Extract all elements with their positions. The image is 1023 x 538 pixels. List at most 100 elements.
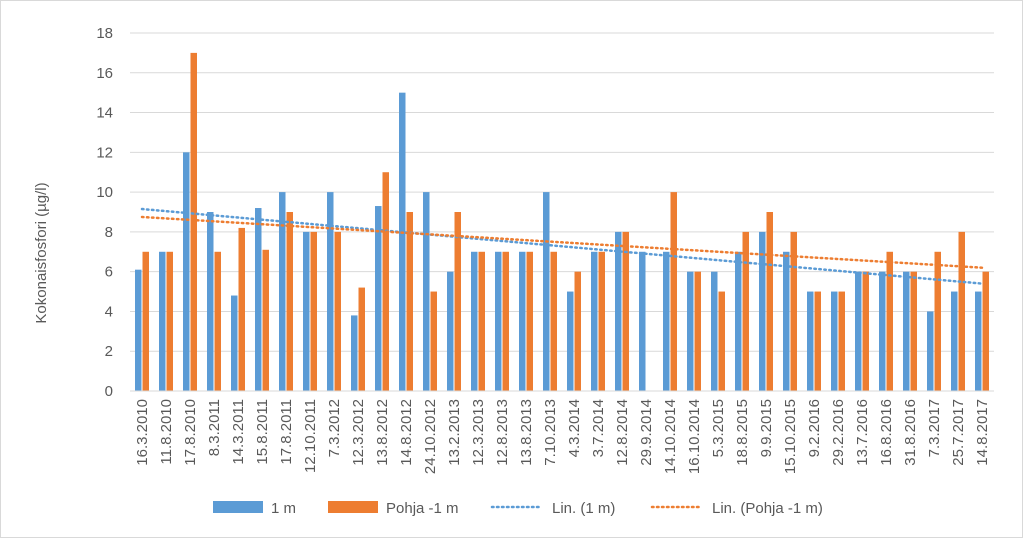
bar-1m <box>903 271 910 391</box>
bar-1m <box>687 271 694 391</box>
x-tick-label: 16.10.2014 <box>686 399 703 474</box>
x-tick-label: 9.2.2016 <box>806 399 823 457</box>
x-tick-label: 8.3.2011 <box>206 399 223 456</box>
bar-1m <box>879 271 886 391</box>
x-tick-label: 15.8.2011 <box>254 399 271 465</box>
bar-1m <box>951 291 958 391</box>
bar-1m <box>135 269 142 391</box>
bar-1m <box>423 192 430 391</box>
y-tick-label: 0 <box>105 383 113 400</box>
bar-1m <box>783 251 790 391</box>
bar-1m <box>327 192 334 391</box>
x-tick-label: 4.3.2014 <box>566 399 583 457</box>
x-tick-label: 7.3.2012 <box>326 399 343 457</box>
x-tick-label: 16.3.2010 <box>134 399 151 466</box>
y-tick-label: 14 <box>96 105 113 122</box>
gridlines <box>130 32 994 352</box>
x-tick-label: 11.8.2010 <box>158 399 175 465</box>
bar-pohja <box>382 172 389 391</box>
x-tick-label: 29.9.2014 <box>638 399 655 466</box>
x-tick-label: 14.8.2017 <box>974 399 991 466</box>
bar-pohja <box>694 271 701 391</box>
bar-1m <box>975 291 982 391</box>
y-tick-label: 6 <box>105 264 113 281</box>
bar-pohja <box>406 212 413 391</box>
bar-pohja <box>142 251 149 391</box>
bar-pohja <box>766 212 773 391</box>
bar-pohja <box>718 291 725 391</box>
bar-pohja <box>622 231 629 391</box>
bar-pohja <box>190 52 197 392</box>
y-tick-label: 10 <box>96 184 113 201</box>
bar-pohja <box>838 291 845 391</box>
legend-label-trend-pohja: Lin. (Pohja -1 m) <box>712 500 823 517</box>
x-tick-label: 17.8.2010 <box>182 399 199 466</box>
bars <box>135 52 989 392</box>
trendline-pohja <box>140 215 984 269</box>
bar-1m <box>807 291 814 391</box>
bar-pohja <box>958 231 965 391</box>
bar-1m <box>639 251 646 391</box>
legend: 1 m Pohja -1 m Lin. (1 m) Lin. (Pohja -1… <box>213 500 823 517</box>
x-tick-label: 12.8.2013 <box>494 399 511 466</box>
x-tick-label: 13.8.2012 <box>374 399 391 466</box>
legend-swatch-1m <box>213 501 263 513</box>
bar-pohja <box>862 271 869 391</box>
x-tick-label: 9.9.2015 <box>758 399 775 457</box>
bar-1m <box>567 291 574 391</box>
bar-1m <box>351 315 358 391</box>
bar-1m <box>927 311 934 391</box>
bar-pohja <box>790 231 797 391</box>
y-tick-label: 8 <box>105 224 113 241</box>
bar-1m <box>735 251 742 391</box>
bar-pohja <box>814 291 821 391</box>
x-tick-label: 14.10.2014 <box>662 399 679 474</box>
x-tick-label: 25.7.2017 <box>950 399 967 466</box>
bar-pohja <box>334 231 341 391</box>
legend-label-trend-1m: Lin. (1 m) <box>552 500 615 517</box>
bar-1m <box>543 192 550 391</box>
bar-pohja <box>286 212 293 391</box>
bar-1m <box>159 251 166 391</box>
x-tick-label: 16.8.2016 <box>878 399 895 466</box>
x-tick-label: 12.3.2012 <box>350 399 367 466</box>
bar-pohja <box>982 271 989 391</box>
legend-label-1m: 1 m <box>271 500 296 517</box>
y-tick-label: 18 <box>96 25 113 42</box>
bar-pohja <box>742 231 749 391</box>
trendlines <box>140 207 984 285</box>
bar-1m <box>303 231 310 391</box>
bar-1m <box>375 206 382 391</box>
bar-pohja <box>526 251 533 391</box>
x-tick-label: 29.2.2016 <box>830 399 847 466</box>
bar-pohja <box>910 271 917 391</box>
y-tick-label: 12 <box>96 144 113 161</box>
x-tick-label: 15.10.2015 <box>782 399 799 474</box>
bar-pohja <box>238 227 245 391</box>
x-tick-label: 3.7.2014 <box>590 399 607 457</box>
bar-1m <box>471 251 478 391</box>
bar-pohja <box>886 251 893 391</box>
bar-pohja <box>310 231 317 391</box>
x-tick-label: 7.3.2017 <box>926 399 943 457</box>
bar-pohja <box>670 192 677 391</box>
bar-1m <box>519 251 526 391</box>
bar-1m <box>591 251 598 391</box>
x-tick-label: 5.3.2015 <box>710 399 727 457</box>
x-tick-label: 17.8.2011 <box>278 399 295 465</box>
bar-pohja <box>550 251 557 391</box>
y-tick-label: 2 <box>105 343 113 360</box>
x-axis-ticks: 16.3.2010 11.8.2010 17.8.2010 8.3.2011 14.3.… <box>134 399 991 474</box>
bar-pohja <box>598 251 605 391</box>
bar-pohja <box>454 212 461 391</box>
bar-pohja <box>358 287 365 391</box>
bar-1m <box>207 212 214 391</box>
x-tick-label: 12.3.2013 <box>470 399 487 466</box>
y-tick-label: 4 <box>105 303 113 320</box>
bar-pohja <box>430 291 437 391</box>
x-tick-label: 31.8.2016 <box>902 399 919 466</box>
bar-1m <box>279 192 286 391</box>
x-tick-label: 12.10.2011 <box>302 399 319 473</box>
